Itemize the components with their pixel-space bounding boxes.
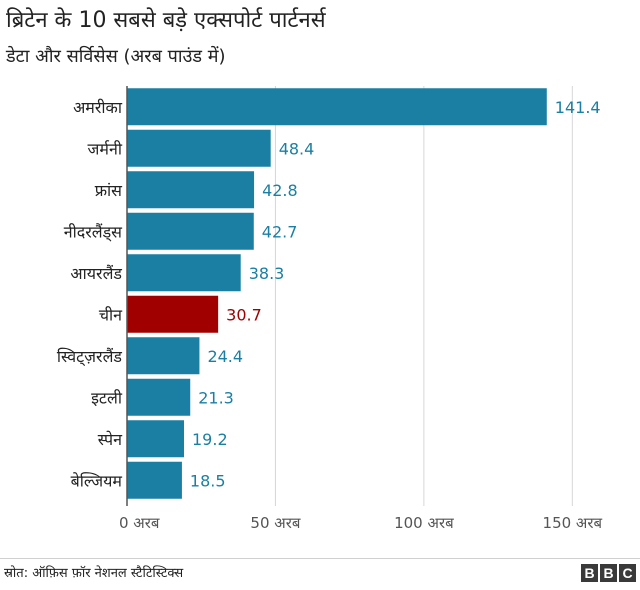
- bar: [127, 337, 200, 375]
- category-label: अमरीका: [73, 98, 123, 117]
- value-label: 18.5: [190, 471, 226, 490]
- category-label: बेल्जियम: [71, 471, 123, 490]
- bar: [127, 129, 271, 167]
- bbc-logo-letter: B: [600, 564, 617, 582]
- value-label: 141.4: [555, 98, 601, 117]
- value-label: 42.8: [262, 181, 298, 200]
- bbc-logo: B B C: [581, 564, 636, 582]
- x-tick-label: 0 अरब: [119, 514, 160, 532]
- value-label: 42.7: [262, 222, 298, 241]
- bar: [127, 254, 241, 292]
- x-tick-label: 150 अरब: [543, 514, 603, 532]
- bar: [127, 88, 547, 126]
- value-label: 48.4: [279, 139, 315, 158]
- value-label: 21.3: [198, 388, 234, 407]
- value-label: 24.4: [207, 347, 243, 366]
- bar: [127, 461, 182, 499]
- value-label: 30.7: [226, 305, 262, 324]
- bar-chart: अमरीका 141.4 जर्मनी 48.4 फ्रांस 42.8 नीदरलैंड्…: [57, 86, 603, 532]
- bar: [127, 378, 191, 416]
- x-tick-label: 50 अरब: [250, 514, 300, 532]
- x-tick-label: 100 अरब: [394, 514, 454, 532]
- category-label: आयरलैंड: [70, 264, 122, 283]
- bbc-logo-letter: B: [581, 564, 598, 582]
- source-note: स्रोत: ऑफ़िस फ़ॉर नेशनल स्टैटिस्टिक्स: [4, 566, 184, 581]
- bar: [127, 295, 219, 333]
- chart-title: ब्रिटेन के 10 सबसे बड़े एक्सपोर्ट पार्टन…: [6, 8, 326, 33]
- chart-subtitle: डेटा और सर्विसेस (अरब पाउंड में): [6, 46, 226, 67]
- category-label: स्पेन: [98, 430, 123, 449]
- footer-divider: [0, 558, 640, 559]
- category-label: नीदरलैंड्स: [64, 222, 123, 242]
- bar: [127, 171, 255, 209]
- bar: [127, 212, 254, 250]
- category-label: फ्रांस: [95, 181, 123, 200]
- value-label: 19.2: [192, 430, 228, 449]
- bar: [127, 420, 184, 458]
- bbc-logo-letter: C: [619, 564, 636, 582]
- category-label: इटली: [91, 388, 123, 407]
- category-label: स्विट्ज़रलैंड: [57, 347, 123, 367]
- category-label: चीन: [99, 305, 123, 324]
- category-label: जर्मनी: [88, 139, 123, 158]
- value-label: 38.3: [249, 264, 285, 283]
